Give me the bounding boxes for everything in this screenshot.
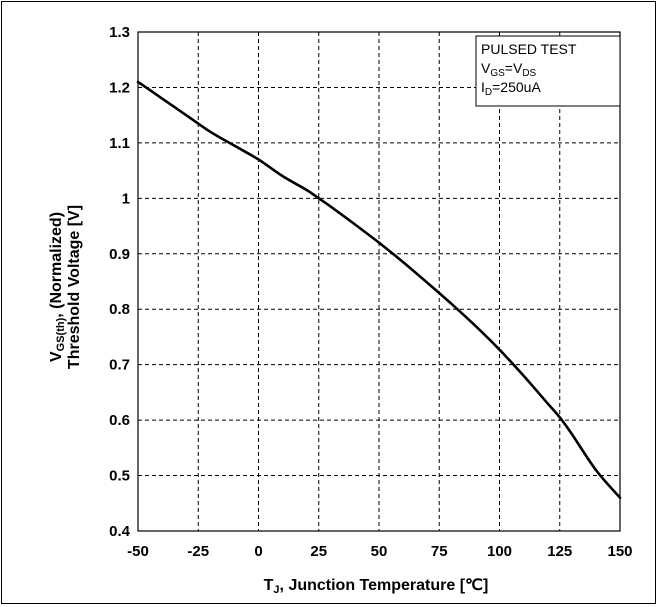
x-tick-label: 0 xyxy=(254,543,262,560)
y-tick-label: 0.7 xyxy=(109,357,130,374)
plot-border xyxy=(137,31,621,532)
x-tick-label: 75 xyxy=(431,543,448,560)
x-tick-label: 125 xyxy=(547,543,572,560)
y-tick-label: 0.9 xyxy=(109,246,130,263)
y-tick-label: 0.8 xyxy=(109,301,130,318)
x-tick-label: 25 xyxy=(310,543,327,560)
y-tick-label: 0.6 xyxy=(109,412,130,429)
legend-box: PULSED TEST VGS=VDS ID=250uA xyxy=(475,35,621,107)
y-tick-label: 1.2 xyxy=(109,79,130,96)
y-tick-label: 1 xyxy=(122,190,130,207)
y-tick-label: 1.3 xyxy=(109,24,130,41)
tick-labels: -50 -25 0 25 50 75 100 125 150 0.4 0.5 0.6 0.7 0.8 0.9… xyxy=(109,24,632,560)
legend-line-3: ID=250uA xyxy=(481,79,541,98)
x-tick-label: 50 xyxy=(371,543,388,560)
threshold-voltage-curve xyxy=(136,80,622,500)
grid-lines xyxy=(138,32,620,531)
x-axis-label: TJ, Junction Temperature [℃] xyxy=(264,577,489,596)
x-tick-label: -50 xyxy=(127,543,149,560)
x-tick-label: 100 xyxy=(487,543,512,560)
y-tick-label: 0.5 xyxy=(109,468,130,485)
y-axis-label-line-1: VGS(th), (Normalized) xyxy=(48,212,67,362)
x-tick-label: 150 xyxy=(607,543,632,560)
x-tick-label: -25 xyxy=(187,543,209,560)
legend-line-1: PULSED TEST xyxy=(481,41,577,57)
legend-border xyxy=(475,35,621,107)
y-tick-label: 1.1 xyxy=(109,135,130,152)
y-tick-label: 0.4 xyxy=(109,523,131,540)
legend-line-2: VGS=VDS xyxy=(481,60,537,79)
y-axis-label-line-2: Threshold Voltage [V] xyxy=(66,205,83,369)
